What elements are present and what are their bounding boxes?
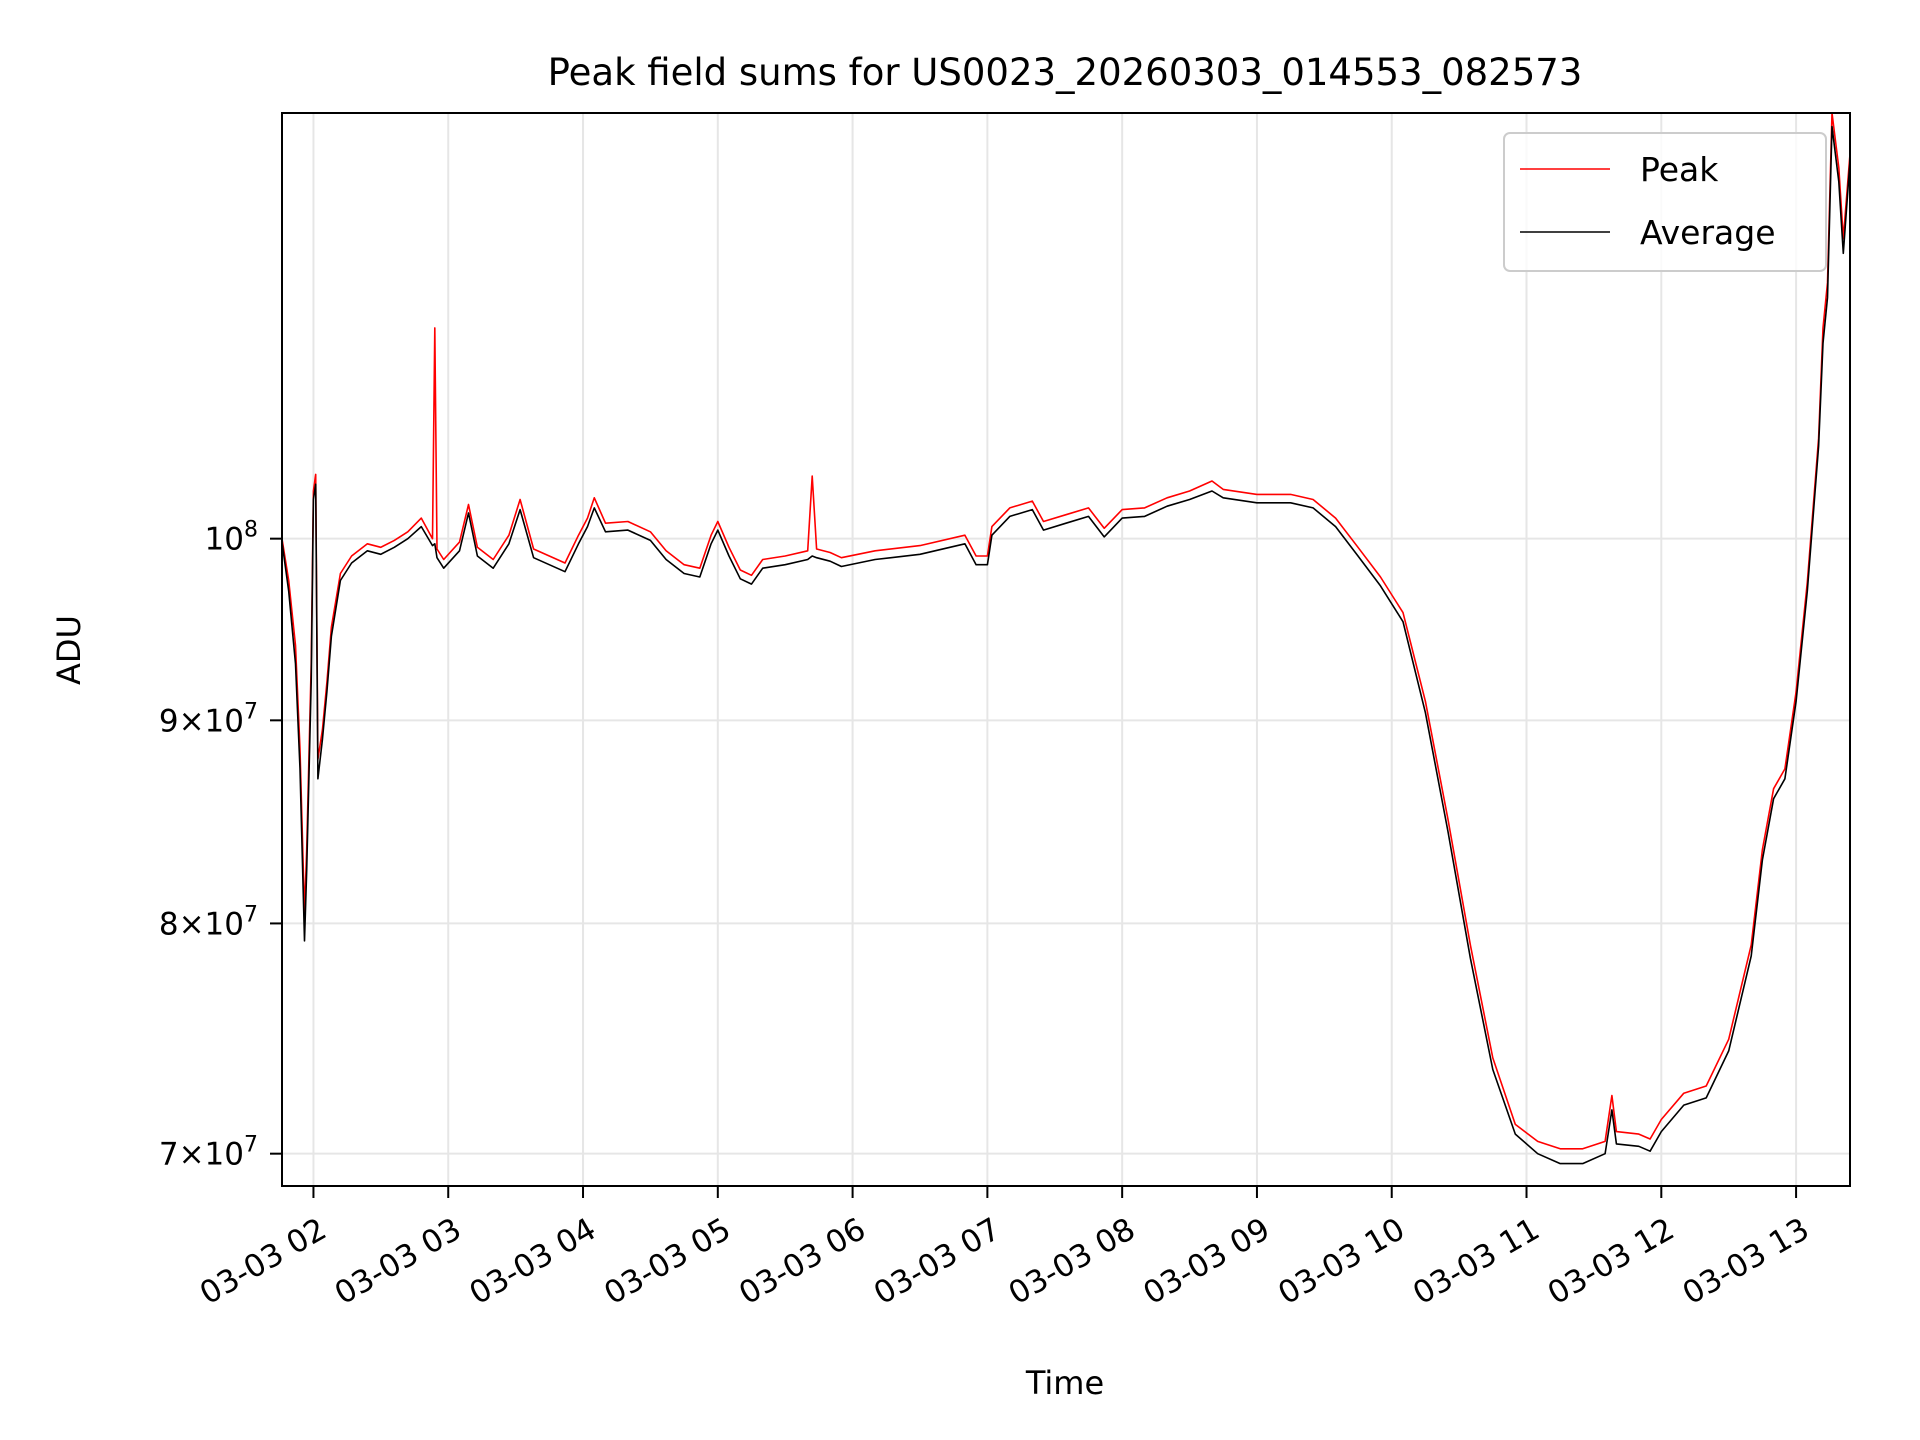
- y-tick-label: 7×107: [159, 1133, 258, 1173]
- series-line-peak: [281, 112, 1851, 1150]
- plot-frame: [281, 112, 1851, 1187]
- y-tick-exponent: 7: [244, 699, 258, 724]
- legend-peak-label: Peak: [1640, 150, 1719, 189]
- legend: Peak Average: [1503, 132, 1827, 272]
- y-axis-label: ADU: [50, 615, 88, 685]
- legend-box: [1503, 132, 1827, 272]
- y-tick-exponent: 8: [244, 518, 258, 543]
- grid: [282, 113, 1850, 1186]
- y-tick-exponent: 7: [244, 1133, 258, 1158]
- y-tick-label: 9×107: [159, 699, 258, 739]
- series-line-average: [281, 125, 1851, 1165]
- chart-title: Peak field sums for US0023_20260303_0145…: [548, 51, 1583, 94]
- x-axis-label: Time: [1025, 1364, 1104, 1402]
- y-tick-label: 8×107: [159, 902, 258, 942]
- legend-average-label: Average: [1640, 213, 1776, 252]
- y-tick-exponent: 7: [244, 902, 258, 927]
- series-layer: [281, 112, 1851, 1165]
